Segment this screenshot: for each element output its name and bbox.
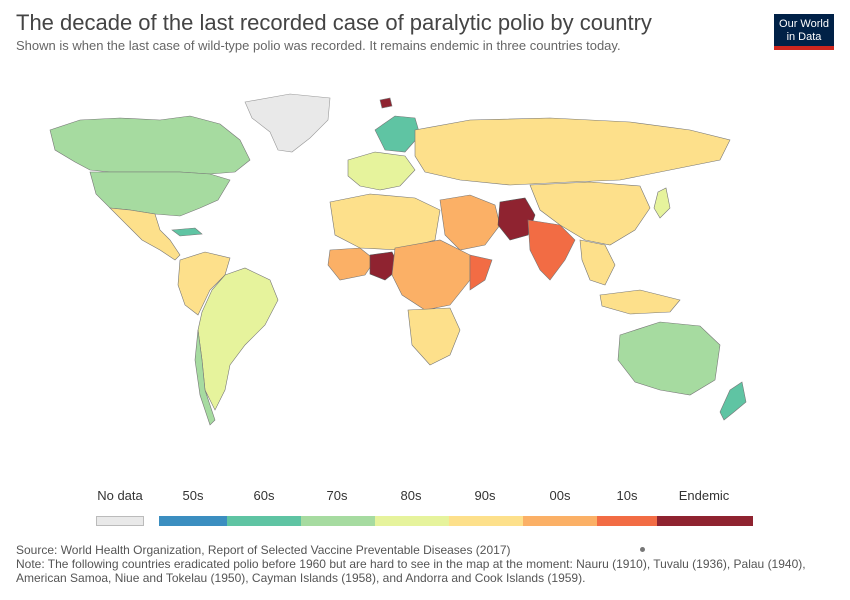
region-australia[interactable] <box>617 321 721 396</box>
region-west-africa[interactable] <box>327 247 376 281</box>
region-indonesia[interactable] <box>599 289 681 315</box>
owid-logo[interactable]: Our World in Data <box>774 14 834 50</box>
legend-label-nodata: No data <box>97 488 143 503</box>
region-greenland[interactable] <box>244 93 331 153</box>
legend-label-endemic: Endemic <box>678 488 730 503</box>
region-japan[interactable] <box>653 187 671 219</box>
region-russia[interactable] <box>414 117 731 186</box>
region-afghanistan-pakistan[interactable] <box>497 197 536 241</box>
region-caribbean[interactable] <box>171 227 203 237</box>
region-india[interactable] <box>527 219 576 281</box>
legend-label-80s: 80s <box>400 488 422 503</box>
legend-swatch-50s[interactable] <box>159 516 227 526</box>
legend-swatch-nodata[interactable] <box>96 516 144 526</box>
region-usa[interactable] <box>89 171 231 217</box>
region-norway-north[interactable] <box>379 97 393 109</box>
world-map-svg <box>49 93 747 426</box>
legend-label-60s: 60s <box>253 488 275 503</box>
legend-label-90s: 90s <box>474 488 496 503</box>
region-scandinavia[interactable] <box>374 115 421 153</box>
region-western-europe[interactable] <box>347 151 416 191</box>
logo-accent-bar <box>774 46 834 50</box>
source-text: Source: World Health Organization, Repor… <box>16 543 511 557</box>
region-china[interactable] <box>529 181 651 246</box>
logo-line-1: Our World <box>779 18 829 30</box>
region-central-africa[interactable] <box>391 239 471 311</box>
region-canada[interactable] <box>49 115 251 175</box>
chart-title: The decade of the last recorded case of … <box>16 10 652 35</box>
legend-swatch-00s[interactable] <box>523 516 597 526</box>
region-southern-africa[interactable] <box>407 307 461 366</box>
legend-label-10s: 10s <box>616 488 638 503</box>
region-chile[interactable] <box>194 329 216 426</box>
legend-swatch-10s[interactable] <box>597 516 657 526</box>
region-north-africa[interactable] <box>329 193 441 251</box>
chart-footer: Source: World Health Organization, Repor… <box>16 543 836 585</box>
world-map <box>30 90 820 460</box>
region-south-america[interactable] <box>197 267 279 411</box>
region-horn-of-africa[interactable] <box>469 254 493 291</box>
legend-swatch-70s[interactable] <box>301 516 375 526</box>
map-marker-dot <box>640 547 645 552</box>
legend-swatch-80s[interactable] <box>375 516 449 526</box>
region-south-america-north[interactable] <box>177 251 231 316</box>
map-legend: No data 50s 60s 70s 80s 90s 00s 10s Ende… <box>0 484 850 534</box>
region-new-zealand[interactable] <box>719 381 747 421</box>
region-mexico[interactable] <box>109 207 181 261</box>
note-text: Note: The following countries eradicated… <box>16 557 806 585</box>
legend-label-70s: 70s <box>326 488 348 503</box>
chart-subtitle: Shown is when the last case of wild-type… <box>16 38 621 53</box>
legend-label-50s: 50s <box>182 488 204 503</box>
region-middle-east[interactable] <box>439 194 501 251</box>
legend-swatch-endemic[interactable] <box>657 516 753 526</box>
region-southeast-asia[interactable] <box>579 239 616 286</box>
legend-swatch-60s[interactable] <box>227 516 301 526</box>
legend-label-00s: 00s <box>549 488 571 503</box>
legend-swatch-90s[interactable] <box>449 516 523 526</box>
logo-line-2: in Data <box>786 31 822 43</box>
